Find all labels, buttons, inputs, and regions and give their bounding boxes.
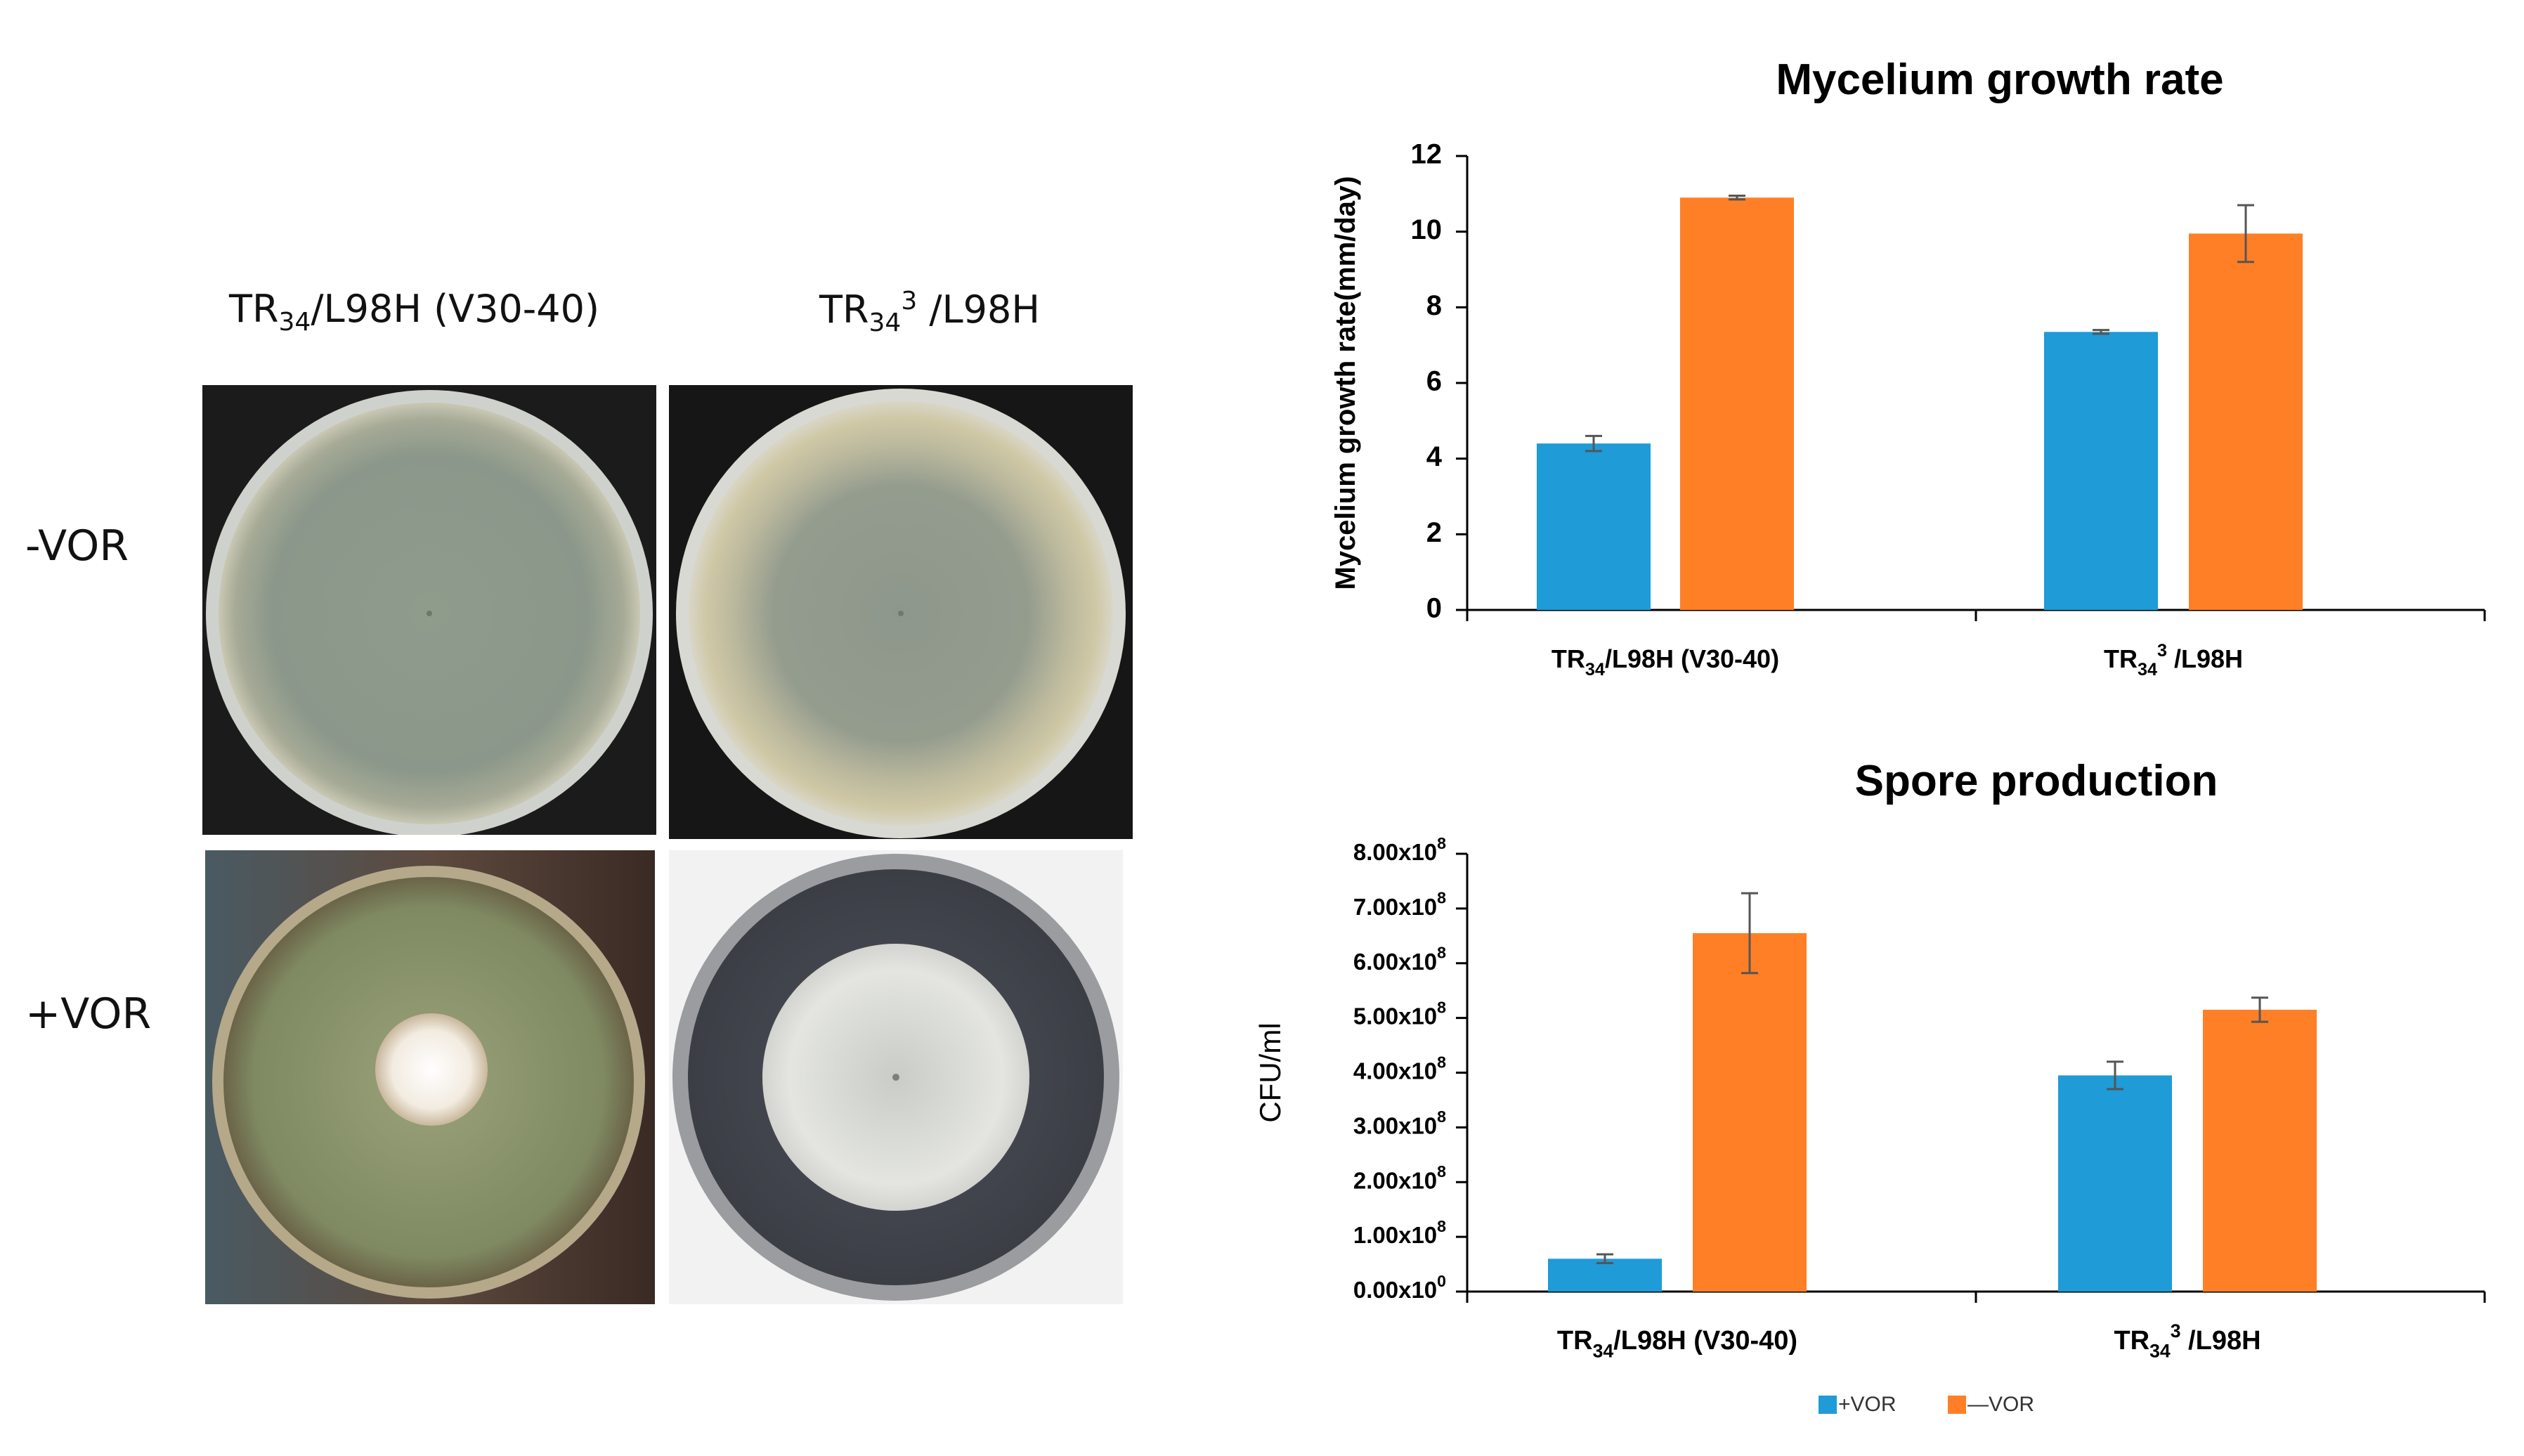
growth-y-tick-label: 6 — [1426, 366, 1442, 397]
spore-category-label: TR34/L98H (V30-40) — [1557, 1326, 1797, 1361]
growth-bar-minus-vor — [2189, 233, 2303, 610]
spore-y-tick-label: 4.00x108 — [1353, 1053, 1446, 1084]
spore-y-tick-label: 6.00x108 — [1353, 944, 1446, 975]
legend-label-plus-vor: +VOR — [1838, 1393, 1897, 1416]
plate-photo-tr34-3-plus-vor — [669, 850, 1123, 1304]
spore-bar-minus-vor — [1693, 932, 1807, 1292]
spore-chart-title: Spore production — [1855, 757, 2218, 805]
column-label-tr34-3: TR343 /L98H — [819, 287, 1040, 337]
growth-y-tick-label: 8 — [1426, 290, 1442, 321]
row-label-plus-vor: +VOR — [25, 989, 152, 1039]
spore-y-axis-title: CFU/ml — [1254, 1022, 1287, 1122]
spore-y-tick-label: 2.00x108 — [1353, 1162, 1446, 1193]
spore-y-tick-label: 8.00x108 — [1353, 834, 1446, 865]
growth-category-label: TR343 /L98H — [2104, 641, 2243, 680]
growth-category-label: TR34/L98H (V30-40) — [1552, 644, 1779, 680]
spore-y-tick-label: 0.00x100 — [1353, 1272, 1446, 1303]
growth-chart-title: Mycelium growth rate — [1776, 56, 2223, 104]
spore-y-tick-label: 1.00x108 — [1353, 1217, 1446, 1248]
growth-bar-plus-vor — [2044, 332, 2158, 610]
growth-y-tick-label: 0 — [1426, 593, 1442, 624]
legend-swatch-plus-vor — [1819, 1396, 1837, 1414]
spore-category-label: TR343 /L98H — [2114, 1320, 2260, 1362]
spore-y-tick-label: 7.00x108 — [1353, 889, 1446, 920]
growth-y-axis-title: Mycelium growth rate(mm/day) — [1330, 176, 1361, 590]
spore-bar-minus-vor — [2203, 1009, 2317, 1292]
growth-y-tick-label: 2 — [1426, 517, 1442, 548]
legend-swatch-minus-vor — [1948, 1396, 1966, 1414]
spore-bar-plus-vor — [2058, 1075, 2172, 1292]
spore-y-tick-label: 5.00x108 — [1353, 999, 1446, 1029]
growth-bar-plus-vor — [1537, 443, 1651, 610]
column-label-v30-40: TR34/L98H (V30-40) — [229, 287, 600, 337]
growth-bar-minus-vor — [1680, 197, 1794, 610]
growth-y-tick-label: 12 — [1411, 139, 1443, 170]
growth-y-tick-label: 4 — [1426, 441, 1443, 472]
plate-photo-v30-40-minus-vor — [202, 385, 656, 835]
row-label-minus-vor: -VOR — [25, 521, 129, 571]
spore-bar-plus-vor — [1548, 1259, 1662, 1292]
legend-label-minus-vor: —VOR — [1967, 1393, 2034, 1416]
spore-y-tick-label: 3.00x108 — [1353, 1107, 1446, 1138]
plate-photo-v30-40-plus-vor — [205, 850, 655, 1304]
growth-y-tick-label: 10 — [1411, 214, 1443, 245]
plate-photo-tr34-3-minus-vor — [669, 385, 1133, 839]
